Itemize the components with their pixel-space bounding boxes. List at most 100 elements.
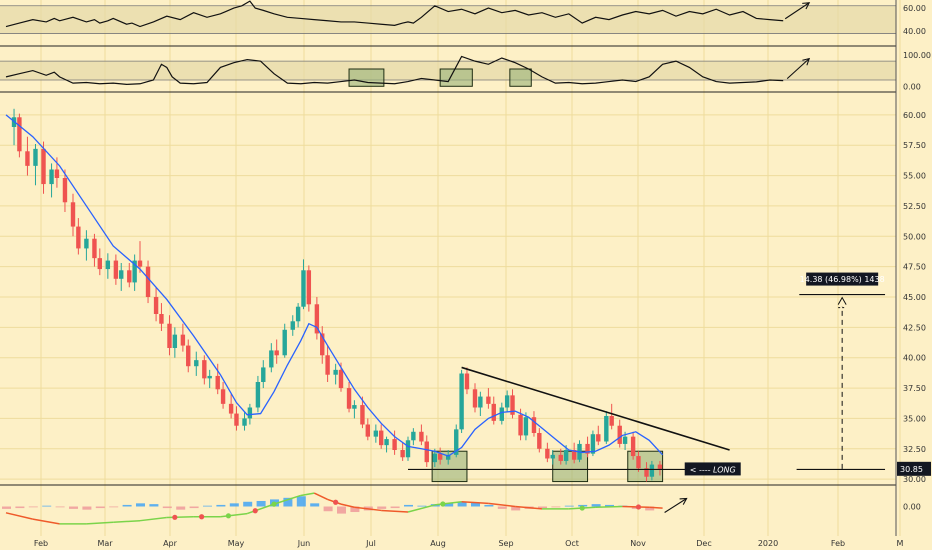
candle-body (228, 403, 234, 414)
histogram-bar (417, 505, 427, 507)
candle (411, 428, 416, 446)
x-tick-label: Oct (565, 539, 579, 548)
histogram-bar (162, 506, 172, 509)
candle (491, 396, 496, 425)
candle (159, 303, 164, 331)
long-label: < ---- LONG (690, 465, 736, 474)
candle-body (333, 369, 338, 375)
candle-body (563, 450, 569, 461)
candle-body (411, 431, 416, 441)
price-highlight-box (552, 450, 589, 483)
candle-body (384, 439, 389, 446)
candle (25, 136, 30, 176)
candle-body (274, 350, 279, 356)
candle-body (558, 454, 563, 461)
signal-line-segment (595, 505, 623, 509)
candle-body (119, 270, 124, 279)
candle-body (97, 258, 102, 270)
candle-body (617, 425, 622, 444)
signal-line-segment (113, 519, 141, 524)
candle-body (153, 297, 159, 314)
x-tick-label: Feb (34, 539, 48, 548)
candle (352, 400, 357, 419)
histogram-bar (591, 504, 601, 507)
y-tick-label: 40.00 (903, 354, 926, 363)
candle (531, 411, 537, 437)
trendline-resistance (461, 366, 730, 451)
candle-body (145, 266, 151, 297)
candle-body (499, 407, 504, 421)
candle-body (17, 117, 22, 152)
candle (472, 383, 478, 413)
signal-marker (440, 501, 446, 507)
candle-body (636, 456, 641, 469)
histogram-bar (203, 505, 212, 507)
histogram-bar (283, 497, 293, 507)
candle (228, 394, 234, 419)
candle-body (379, 430, 384, 446)
histogram-bar (189, 506, 199, 509)
candle (269, 343, 274, 373)
oscillator-2-tick: 0.00 (903, 82, 921, 91)
y-tick-label: 50.00 (903, 232, 926, 241)
histogram-bar (323, 506, 333, 512)
candle-body (25, 151, 30, 166)
signal-marker (271, 501, 277, 507)
candle (446, 450, 451, 465)
candle (92, 233, 97, 267)
panes: 14.38 (46.98%) 1438 < ---- LONG (0, 0, 896, 525)
candle (274, 339, 279, 364)
histogram-bar (55, 506, 65, 508)
signal-line-segment (515, 505, 543, 510)
candle (301, 259, 306, 310)
candle-body (590, 434, 596, 454)
candle (215, 363, 220, 395)
candle (207, 369, 212, 389)
candle-body (504, 395, 510, 408)
candle-body (437, 453, 443, 460)
price-axis: 60.00 57.50 55.00 52.50 50.00 47.50 45.00 42.50… (895, 0, 931, 536)
candle-body (405, 440, 411, 458)
candle (405, 436, 411, 461)
candle-body (472, 389, 478, 408)
candle-body (464, 373, 470, 390)
signal-line-segment (273, 494, 302, 505)
histogram-bar (377, 506, 387, 509)
histogram-bar (605, 504, 614, 507)
histogram-bar (538, 506, 547, 509)
candle-body (49, 169, 54, 185)
candle (282, 323, 287, 358)
candle (373, 424, 379, 443)
price-pane: 14.38 (46.98%) 1438 < ---- LONG (5, 108, 886, 483)
candle-body (459, 373, 464, 430)
x-tick-label: Jun (297, 539, 311, 548)
candle-body (186, 345, 191, 367)
oscillator-2-highlight-box (439, 68, 473, 87)
candle-body (242, 418, 247, 426)
candle-body (295, 306, 301, 322)
signal-line-segment (381, 509, 409, 513)
measure-arrow-head (837, 296, 847, 305)
candle-body (596, 434, 601, 442)
candle (180, 323, 186, 352)
candle-body (132, 260, 137, 283)
candle (550, 450, 555, 465)
candle-body (167, 323, 172, 348)
candle-body (76, 226, 81, 249)
candle (392, 430, 397, 455)
candle (596, 425, 601, 446)
candle-body (172, 334, 178, 348)
x-tick-label: Aug (430, 539, 446, 548)
candle (630, 431, 636, 460)
candle (657, 460, 663, 476)
candle-body (282, 329, 287, 356)
candle-body (531, 417, 537, 433)
oscillator-1-tick: 40.00 (903, 27, 926, 36)
histogram-bar (176, 506, 186, 510)
candle (314, 297, 320, 340)
candle-body (338, 369, 344, 389)
signal-marker (635, 504, 642, 510)
candle (424, 435, 429, 467)
candle-body (424, 441, 429, 463)
